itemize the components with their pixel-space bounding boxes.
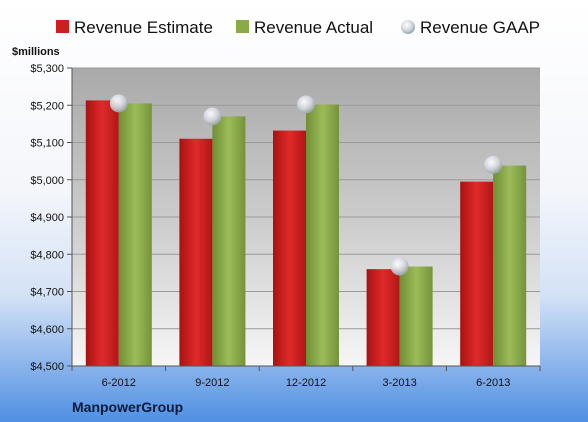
legend: Revenue Estimate Revenue Actual Revenue …	[56, 18, 540, 37]
legend-swatch-revenue-gaap	[401, 20, 415, 34]
y-tick-label: $4,500	[30, 361, 64, 373]
bar-revenue-actual	[306, 104, 339, 366]
y-tick-label: $4,900	[30, 212, 64, 224]
y-unit-label: $millions	[12, 46, 60, 58]
y-tick-label: $4,800	[30, 249, 64, 261]
bar-revenue-estimate	[273, 130, 306, 366]
marker-revenue-gaap	[203, 107, 222, 126]
legend-swatch-revenue-estimate	[56, 20, 69, 33]
y-tick-label: $5,000	[30, 175, 64, 187]
y-tick-label: $5,100	[30, 138, 64, 150]
x-tick-label: 9-2012	[195, 377, 229, 389]
legend-label-revenue-gaap: Revenue GAAP	[420, 18, 540, 37]
company-name: ManpowerGroup	[72, 399, 183, 415]
x-tick-label: 6-2013	[476, 377, 510, 389]
bars	[85, 100, 527, 366]
bar-revenue-estimate	[179, 138, 213, 366]
bar-revenue-actual	[212, 116, 246, 366]
marker-revenue-gaap	[390, 257, 409, 276]
y-tick-label: $5,300	[30, 63, 64, 75]
legend-swatch-revenue-actual	[236, 20, 249, 33]
gaap-markers	[109, 94, 503, 276]
marker-revenue-gaap	[297, 95, 315, 114]
y-tick-label: $4,700	[30, 287, 64, 299]
bar-revenue-actual	[399, 266, 433, 366]
y-tick-label: $4,600	[30, 324, 64, 336]
axes: $4,500 $4,600 $4,700 $4,800 $4,900 $5,000 $5,1…	[30, 63, 541, 389]
x-tick-label: 3-2013	[382, 377, 416, 389]
bar-revenue-estimate	[460, 181, 494, 366]
bar-revenue-estimate	[85, 100, 119, 366]
y-tick-label: $5,200	[30, 100, 64, 112]
marker-revenue-gaap	[484, 155, 503, 174]
x-tick-label: 12-2012	[286, 377, 326, 389]
bar-revenue-estimate	[366, 269, 400, 366]
bar-revenue-actual	[118, 103, 152, 366]
legend-label-revenue-actual: Revenue Actual	[254, 18, 373, 37]
marker-revenue-gaap	[109, 94, 128, 113]
legend-label-revenue-estimate: Revenue Estimate	[74, 18, 213, 37]
x-tick-label: 6-2012	[102, 377, 136, 389]
bar-revenue-actual	[493, 165, 527, 366]
